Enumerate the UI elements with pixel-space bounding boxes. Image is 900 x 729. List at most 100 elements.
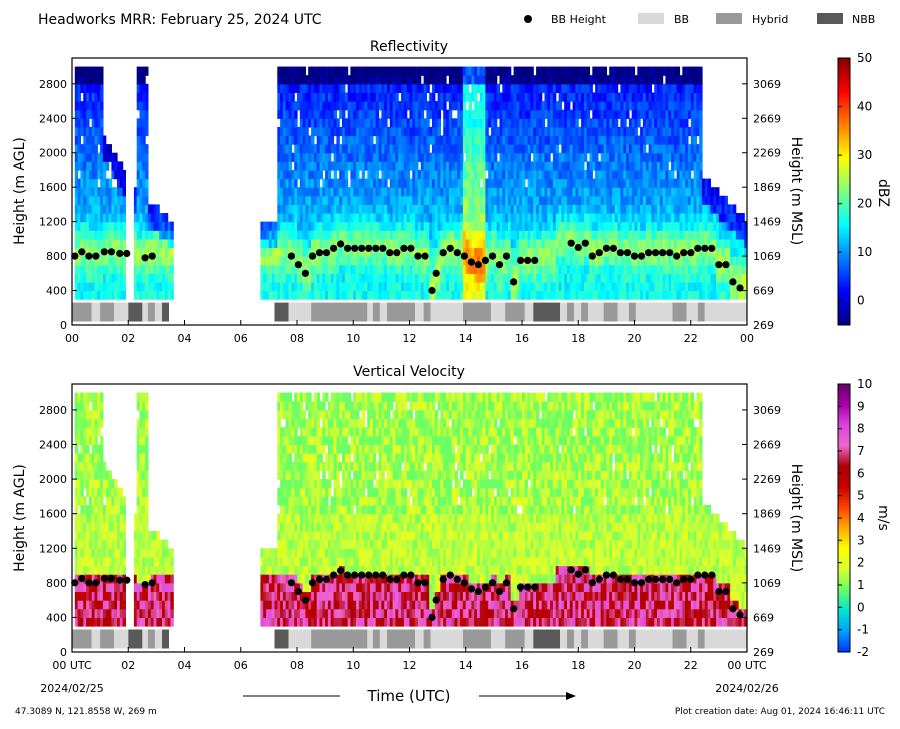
heatmap-cell [145, 161, 148, 170]
heatmap-cell [508, 67, 511, 76]
bb-type-segment-nbb [162, 303, 169, 322]
heatmap-cell [533, 196, 536, 205]
heatmap-cell [511, 291, 514, 300]
heatmap-cell [733, 213, 736, 222]
heatmap-cell [289, 144, 292, 153]
heatmap-cell [542, 118, 545, 127]
heatmap-cell [432, 93, 435, 102]
heatmap-cell [643, 101, 646, 110]
heatmap-cell [80, 67, 83, 76]
heatmap-cell [353, 93, 356, 102]
heatmap-cell [620, 222, 623, 231]
heatmap-cell [620, 170, 623, 179]
heatmap-cell [556, 179, 559, 188]
heatmap-cell [398, 136, 401, 145]
heatmap-cell [328, 153, 331, 162]
heatmap-cell [80, 127, 83, 136]
heatmap-cell [308, 118, 311, 127]
heatmap-cell [488, 230, 491, 239]
heatmap-cell [438, 110, 441, 119]
heatmap-cell [511, 222, 514, 231]
heatmap-cell [488, 291, 491, 300]
heatmap-cell [620, 239, 623, 248]
heatmap-cell [533, 222, 536, 231]
bb-type-segment-hybrid [311, 303, 367, 322]
heatmap-cell [286, 179, 289, 188]
heatmap-cell [263, 256, 266, 265]
heatmap-cell [511, 230, 514, 239]
heatmap-cell [286, 204, 289, 213]
heatmap-cell [556, 118, 559, 127]
heatmap-cell [421, 118, 424, 127]
heatmap-cell [643, 213, 646, 222]
heatmap-cell [156, 204, 159, 213]
heatmap-cell [511, 187, 514, 196]
heatmap-cell [103, 256, 106, 265]
heatmap-cell [665, 75, 668, 84]
bb-height-point [101, 248, 108, 255]
bb-height-point [468, 259, 475, 266]
heatmap-cell [620, 291, 623, 300]
heatmap-cell [80, 213, 83, 222]
heatmap-cell [688, 75, 691, 84]
heatmap-cell [103, 170, 106, 179]
heatmap-cell [581, 161, 584, 170]
bb-type-segment-bb [687, 303, 698, 322]
heatmap-cell [353, 187, 356, 196]
heatmap-cell [533, 187, 536, 196]
heatmap-cell [353, 127, 356, 136]
heatmap-cell [643, 187, 646, 196]
heatmap-cell [466, 84, 469, 93]
heatmap-cell [449, 110, 452, 119]
heatmap-cell [308, 93, 311, 102]
heatmap-cell [699, 75, 702, 84]
heatmap-cell [376, 136, 379, 145]
heatmap-cell [353, 110, 356, 119]
heatmap-cell [665, 101, 668, 110]
bb-height-point [687, 249, 694, 256]
bb-height-point [596, 249, 603, 256]
heatmap-cell [488, 136, 491, 145]
heatmap-cell [78, 93, 81, 102]
heatmap-cell [559, 101, 562, 110]
heatmap-cell [665, 153, 668, 162]
heatmap-cell [511, 136, 514, 145]
heatmap-cell [263, 248, 266, 257]
bb-type-segment-hybrid [505, 303, 525, 322]
heatmap-cell [443, 118, 446, 127]
y-tick-label: 0 [60, 319, 67, 332]
heatmap-cell [443, 204, 446, 213]
heatmap-cell [578, 196, 581, 205]
heatmap-cell [395, 93, 398, 102]
heatmap-cell [556, 265, 559, 274]
heatmap-cell [494, 75, 497, 84]
bb-type-segment-hybrid [581, 303, 588, 322]
heatmap-cell [421, 110, 424, 119]
heatmap-cell [286, 136, 289, 145]
heatmap-cell [685, 118, 688, 127]
heatmap-cell [308, 179, 311, 188]
bb-height-point [433, 270, 440, 277]
bb-type-segment-hybrid [629, 303, 636, 322]
heatmap-cell [170, 273, 173, 282]
heatmap-cell [331, 136, 334, 145]
heatmap-cell [620, 110, 623, 119]
heatmap-cell [547, 153, 550, 162]
heatmap-cell [665, 291, 668, 300]
heatmap-cell [308, 153, 311, 162]
heatmap-cell [109, 179, 112, 188]
heatmap-cell [488, 84, 491, 93]
bb-height-point [617, 249, 624, 256]
heatmap-cell [665, 118, 668, 127]
heatmap-cell [145, 127, 148, 136]
heatmap-cell [331, 282, 334, 291]
heatmap-cell [533, 204, 536, 213]
bb-type-segment-bb [155, 303, 162, 322]
heatmap-cell [643, 118, 646, 127]
heatmap-cell [699, 161, 702, 170]
heatmap-cell [421, 93, 424, 102]
heatmap-cell [578, 187, 581, 196]
heatmap-cell [123, 179, 126, 188]
heatmap-cell [466, 265, 469, 274]
heatmap-cell [421, 222, 424, 231]
